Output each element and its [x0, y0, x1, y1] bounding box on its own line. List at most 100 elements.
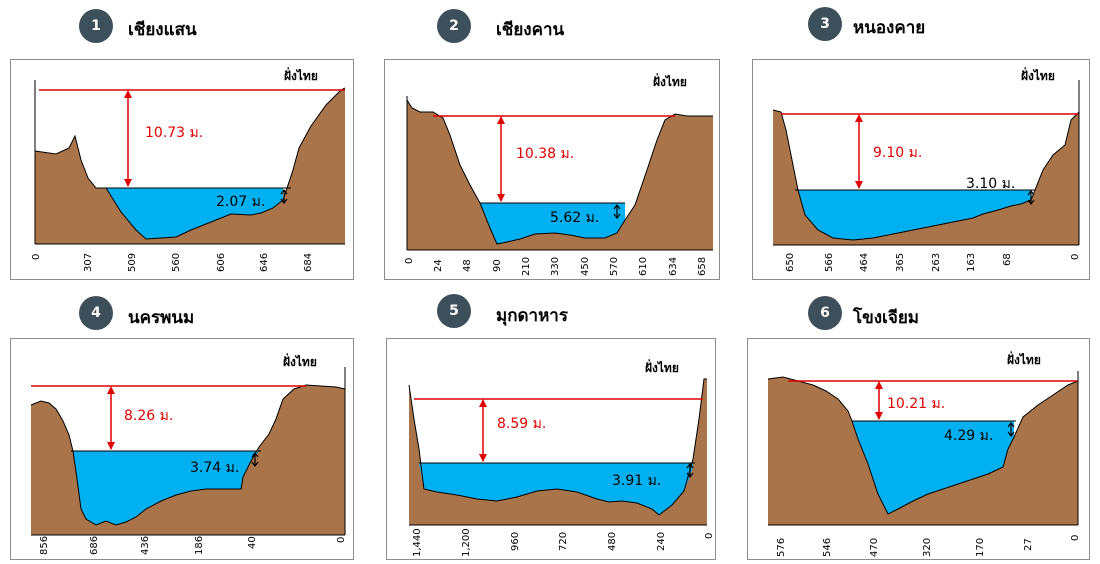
water-depth-arrow: [686, 463, 694, 478]
river-water: [795, 190, 1031, 240]
x-tick-label: 480: [607, 532, 618, 551]
total-depth-label: 8.26 ม.: [124, 408, 173, 424]
x-tick-label: 24: [433, 259, 444, 272]
x-tick-label: 566: [824, 253, 835, 272]
x-tick-label: 210: [521, 257, 532, 276]
x-tick-label: 470: [869, 538, 880, 557]
station-name: โขงเจียม: [853, 308, 919, 328]
total-depth-label: 10.38 ม.: [516, 146, 574, 162]
water-depth-arrow: [1027, 190, 1035, 205]
depth-arrow-head-up: [875, 381, 883, 389]
water-depth-arrow: [613, 204, 621, 219]
x-tick-label: 320: [922, 538, 933, 557]
bank-label: ฝั่งไทย: [1021, 67, 1055, 83]
x-tick-label: 720: [558, 532, 569, 551]
x-tick-label: 658: [697, 257, 708, 276]
x-tick-label: 48: [462, 259, 473, 272]
depth-arrow-head-up: [855, 114, 863, 122]
x-tick-label: 856: [39, 536, 50, 555]
water-depth-label: 3.91 ม.: [612, 473, 661, 489]
x-tick-label: 90: [492, 259, 503, 272]
bank-label: ฝั่งไทย: [283, 353, 317, 369]
x-tick-label: 436: [140, 536, 151, 555]
water-depth-label: 5.62 ม.: [550, 210, 599, 226]
x-tick-label: 27: [1023, 538, 1034, 551]
panel-number-badge: 5: [437, 294, 471, 328]
depth-arrow-head-up: [479, 399, 487, 407]
x-tick-label: 960: [510, 532, 521, 551]
water-depth-label: 3.10 ม.: [966, 176, 1015, 192]
panel-number-badge: 4: [79, 296, 113, 330]
depth-arrow-head-down: [855, 181, 863, 189]
cross-section-panel-5: 8.59 ม. 3.91 ม. ฝั่งไทย 1,440 1,200 960 …: [386, 338, 716, 560]
x-tick-label: 1,200: [461, 528, 472, 557]
x-tick-label: 170: [975, 538, 986, 557]
x-tick-label: 0: [404, 258, 415, 264]
x-tick-label: 0: [1070, 254, 1081, 260]
depth-arrow-head-up: [124, 90, 132, 98]
depth-arrow-head-down: [107, 442, 115, 450]
total-depth-label: 9.10 ม.: [873, 145, 922, 161]
x-tick-label: 576: [776, 538, 787, 557]
riverbed-outline: [30, 384, 346, 526]
x-tick-label: 634: [668, 257, 679, 276]
cross-section-panel-1: 10.73 ม. 2.07 ม. ฝั่งไทย 0 307 509 560 6…: [10, 59, 354, 280]
water-depth-label: 2.07 ม.: [216, 194, 265, 210]
river-water: [852, 421, 1014, 514]
water-depth-arrow: [251, 452, 259, 467]
riverbed-outline: [772, 109, 1080, 241]
cross-section-panel-2: 10.38 ม. 5.62 ม. ฝั่งไทย 0 24 48 90 210 …: [384, 59, 720, 280]
depth-arrow-head-up: [107, 386, 115, 394]
cross-section-panel-4: 8.26 ม. 3.74 ม. ฝั่งไทย 856 686 436 186 …: [10, 338, 354, 560]
water-depth-arrow: [1007, 422, 1015, 437]
panel-number-badge: 1: [79, 9, 113, 43]
depth-arrow-head-up: [497, 116, 505, 124]
x-tick-label: 263: [931, 253, 942, 272]
x-tick-label: 0: [336, 537, 347, 543]
x-tick-label: 560: [171, 253, 182, 272]
x-tick-label: 0: [1070, 535, 1081, 541]
panel-number-badge: 3: [808, 7, 842, 41]
x-tick-label: 330: [550, 257, 561, 276]
bank-label: ฝั่งไทย: [284, 67, 318, 83]
station-name: หนองคาย: [853, 18, 926, 38]
riverbank-soil: [31, 385, 345, 535]
x-tick-label: 307: [83, 253, 94, 272]
water-depth-label: 3.74 ม.: [190, 460, 239, 476]
x-tick-label: 646: [259, 253, 270, 272]
x-tick-label: 0: [704, 533, 715, 539]
bank-label: ฝั่งไทย: [1007, 351, 1041, 367]
panel-number-badge: 6: [808, 296, 842, 330]
x-tick-label: 1,440: [412, 528, 423, 557]
water-depth-label: 4.29 ม.: [944, 428, 993, 444]
depth-arrow-head-down: [124, 179, 132, 187]
river-water: [73, 451, 259, 525]
riverbed-outline: [408, 378, 707, 516]
river-water: [480, 203, 625, 244]
riverbed-outline: [406, 99, 713, 245]
total-depth-label: 10.21 ม.: [887, 396, 945, 412]
cross-section-panel-6: 10.21 ม. 4.29 ม. ฝั่งไทย 576 546 470 320…: [747, 338, 1090, 560]
x-tick-label: 68: [1002, 253, 1013, 266]
water-depth-arrow: [280, 189, 288, 204]
x-tick-label: 650: [785, 253, 796, 272]
x-tick-label: 570: [609, 257, 620, 276]
x-tick-label: 163: [966, 253, 977, 272]
x-tick-label: 509: [127, 253, 138, 272]
x-tick-label: 186: [194, 536, 205, 555]
depth-arrow-head-down: [875, 412, 883, 420]
x-tick-label: 365: [895, 253, 906, 272]
depth-arrow-head-down: [497, 194, 505, 202]
station-name: นครพนม: [128, 308, 195, 328]
riverbed-outline: [34, 87, 346, 240]
riverbank-soil: [35, 88, 345, 244]
riverbank-soil: [773, 110, 1079, 245]
cross-section-panel-3: 9.10 ม. 3.10 ม. ฝั่งไทย 650 566 464 365 …: [752, 59, 1090, 280]
x-tick-label: 40: [247, 536, 258, 549]
bank-label: ฝั่งไทย: [645, 359, 679, 375]
x-tick-label: 240: [656, 532, 667, 551]
depth-arrow-head-down: [479, 454, 487, 462]
riverbed-outline: [767, 376, 1079, 515]
x-tick-label: 686: [89, 536, 100, 555]
riverbank-soil: [768, 377, 1078, 525]
